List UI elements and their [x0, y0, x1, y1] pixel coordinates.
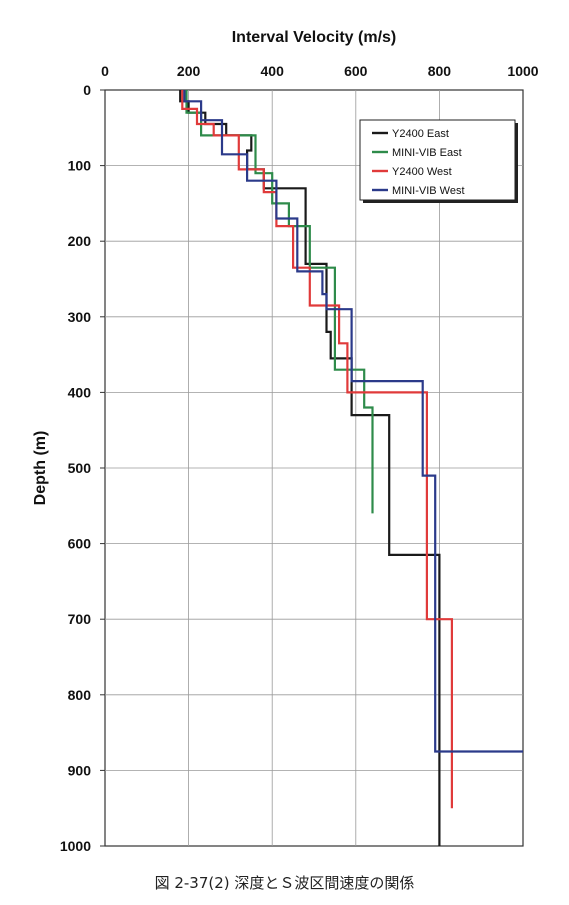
- y-tick-label: 900: [68, 762, 92, 778]
- legend-entry: Y2400 East: [392, 128, 449, 140]
- series-line-mini-vib-west: [183, 90, 523, 753]
- y-tick-label: 800: [68, 687, 92, 703]
- y-axis-title: Depth (m): [32, 431, 49, 506]
- x-tick-labels: 0 200 400 600 800 1000: [101, 63, 539, 79]
- y-tick-label: 600: [68, 536, 92, 552]
- y-tick-labels: 0 100 200 300 400 500 600 700 800 900 1000: [60, 82, 91, 854]
- legend: Y2400 East MINI-VIB East Y2400 West MINI-VI…: [359, 119, 518, 203]
- y-tick-label: 300: [68, 309, 92, 325]
- x-axis-title: Interval Velocity (m/s): [232, 29, 397, 46]
- y-tick-label: 1000: [60, 838, 91, 854]
- y-tick-label: 400: [68, 384, 92, 400]
- x-tick-label: 200: [177, 63, 201, 79]
- series-line-y2400-west: [181, 90, 453, 809]
- x-tick-label: 400: [261, 63, 285, 79]
- series-line-mini-vib-east: [185, 90, 374, 514]
- figure-caption: 図 2-37(2) 深度とＳ波区間速度の関係: [154, 874, 415, 892]
- x-tick-label: 800: [428, 63, 452, 79]
- legend-entry: MINI-VIB East: [392, 147, 462, 159]
- x-tick-label: 600: [344, 63, 368, 79]
- y-tick-label: 700: [68, 611, 92, 627]
- y-tick-label: 0: [83, 82, 91, 98]
- series-lines: [179, 90, 523, 846]
- legend-entry: Y2400 West: [392, 166, 452, 178]
- legend-entry: MINI-VIB West: [392, 185, 465, 197]
- x-tick-label: 1000: [507, 63, 538, 79]
- x-tick-label: 0: [101, 63, 109, 79]
- y-tick-label: 200: [68, 233, 92, 249]
- y-tick-label: 500: [68, 460, 92, 476]
- y-tick-label: 100: [68, 158, 92, 174]
